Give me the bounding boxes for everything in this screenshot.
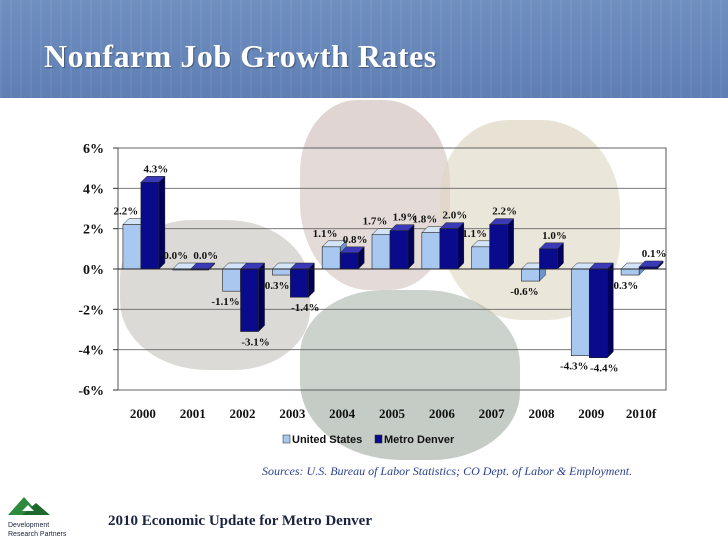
- bar-metro-2005: [389, 230, 409, 270]
- bar-us-2004: [321, 246, 341, 270]
- data-label: 0.1%: [642, 248, 667, 260]
- bar-us-2008: [521, 268, 540, 282]
- x-tick-label: 2003: [279, 406, 306, 421]
- data-label: -1.1%: [211, 296, 239, 308]
- data-label: -3.1%: [241, 337, 269, 349]
- bar-us-2007: [471, 246, 490, 270]
- x-tick-label: 2009: [578, 406, 605, 421]
- data-label: -0.3%: [261, 280, 289, 292]
- data-label: -0.6%: [510, 286, 538, 298]
- bar-metro-2002: [240, 268, 259, 332]
- data-label: 1.1%: [462, 228, 487, 240]
- data-label: 0.0%: [193, 250, 218, 262]
- y-tick-label: -6%: [78, 384, 104, 399]
- bar-us-2002: [222, 268, 241, 292]
- bar-us-2009: [570, 268, 590, 357]
- bar-metro-2006: [439, 228, 459, 270]
- footer-text: 2010 Economic Update for Metro Denver: [108, 513, 372, 529]
- x-tick-label: 2008: [528, 406, 555, 421]
- x-tick-label: 2006: [429, 406, 456, 421]
- data-label: 1.8%: [412, 214, 437, 226]
- legend-label: United States: [292, 434, 362, 446]
- data-label: 1.0%: [542, 230, 567, 242]
- data-label: 2.2%: [114, 206, 139, 218]
- data-label: -1.4%: [291, 302, 319, 314]
- data-label: -4.4%: [590, 363, 618, 375]
- x-tick-label: 2007: [479, 406, 506, 421]
- background-puzzle-decoration: [300, 290, 520, 460]
- bar-side-metro: [407, 224, 415, 270]
- page-title: Nonfarm Job Growth Rates: [44, 38, 437, 74]
- data-label: -0.3%: [610, 280, 638, 292]
- x-tick-label: 2002: [230, 406, 256, 421]
- bar-metro-2004: [339, 252, 359, 270]
- bar-us-2005: [371, 234, 391, 270]
- data-label: 2.2%: [492, 206, 517, 218]
- y-tick-label: 0%: [83, 263, 104, 278]
- x-tick-label: 2000: [130, 406, 156, 421]
- legend-swatch-us: [282, 434, 291, 444]
- bar-metro-2003: [290, 268, 309, 298]
- bar-us-2000: [122, 224, 142, 270]
- x-tick-label: 2001: [180, 406, 206, 421]
- data-label: 0.8%: [343, 234, 368, 246]
- legend-label: Metro Denver: [384, 434, 455, 446]
- data-label: 1.9%: [393, 212, 418, 224]
- bar-side-metro: [507, 218, 514, 270]
- development-research-partners-logo: Development Research Partners: [8, 497, 67, 538]
- x-tick-label: 2004: [329, 406, 356, 421]
- y-tick-label: -4%: [78, 344, 104, 359]
- bar-side-metro: [258, 262, 265, 333]
- title-bar: Nonfarm Job Growth Rates: [0, 0, 728, 98]
- logo-text-line2: Research Partners: [8, 531, 67, 538]
- bar-us-2006: [421, 232, 441, 270]
- logo-text-line1: Development: [8, 522, 49, 529]
- data-label: 1.7%: [363, 216, 388, 228]
- bar-side-metro: [607, 262, 614, 359]
- x-tick-label: 2010f: [626, 406, 657, 421]
- data-label: 4.3%: [144, 163, 169, 175]
- data-label: 1.1%: [313, 228, 338, 240]
- bar-metro-2007: [489, 224, 508, 270]
- sources-note: Sources: U.S. Bureau of Labor Statistics…: [262, 464, 633, 478]
- data-label: 0.0%: [163, 250, 188, 262]
- bar-metro-2008: [539, 248, 558, 270]
- bar-us-2003: [272, 268, 291, 276]
- x-tick-label: 2005: [379, 406, 406, 421]
- bar-metro-2000: [140, 181, 160, 270]
- y-tick-label: -2%: [78, 303, 104, 318]
- data-label: -4.3%: [560, 361, 588, 373]
- y-tick-label: 4%: [83, 182, 104, 197]
- legend-swatch-metro: [374, 434, 383, 444]
- y-tick-label: 2%: [83, 223, 104, 238]
- bar-us-2010f: [620, 268, 640, 276]
- bar-metro-2009: [588, 268, 608, 359]
- data-label: 2.0%: [442, 210, 467, 222]
- y-tick-label: 6%: [83, 142, 104, 157]
